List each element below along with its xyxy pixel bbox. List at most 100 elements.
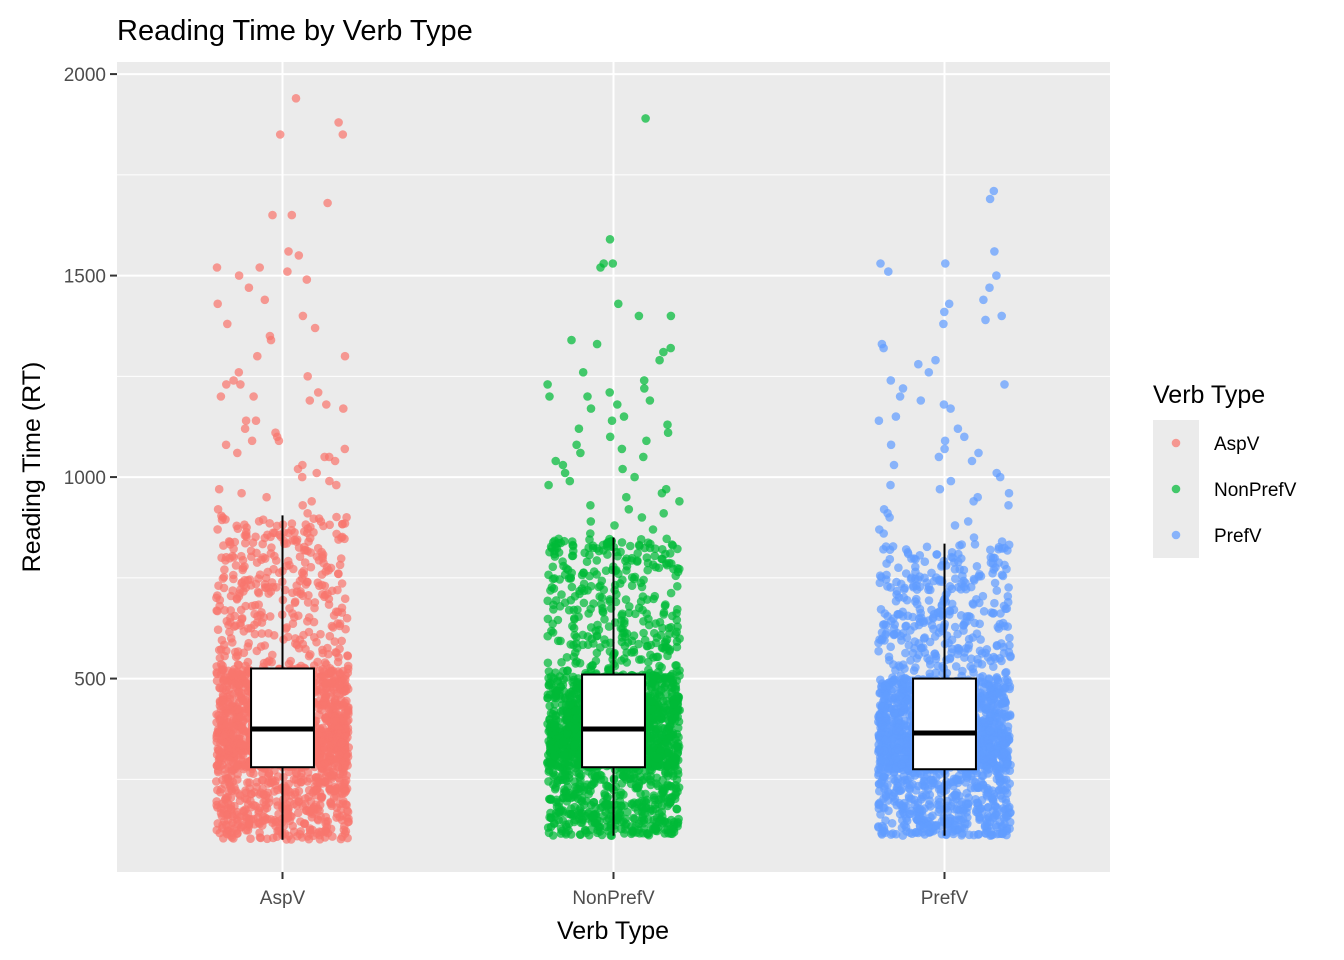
data-point	[659, 509, 668, 518]
data-point	[626, 541, 635, 551]
data-point	[552, 686, 562, 695]
data-point	[317, 794, 326, 803]
data-point	[912, 814, 921, 823]
data-point	[635, 829, 644, 838]
data-point	[614, 299, 623, 309]
data-point	[672, 804, 681, 814]
data-point	[948, 797, 958, 807]
data-point	[627, 648, 636, 657]
data-point	[543, 380, 552, 389]
data-point	[619, 412, 629, 421]
data-point	[640, 635, 650, 645]
data-point	[668, 611, 677, 621]
data-point	[343, 661, 353, 671]
data-point	[584, 789, 593, 799]
data-point	[639, 628, 648, 638]
data-point	[544, 680, 554, 690]
data-point	[915, 821, 925, 830]
data-point	[340, 788, 349, 798]
data-point	[655, 716, 664, 725]
data-point	[550, 819, 559, 828]
data-point	[639, 376, 649, 385]
data-point	[304, 805, 314, 815]
data-point	[322, 730, 332, 739]
data-point	[623, 807, 632, 817]
data-point	[602, 538, 612, 548]
data-point	[554, 534, 563, 544]
data-point	[556, 636, 565, 646]
data-point	[572, 714, 581, 723]
data-point	[274, 568, 284, 577]
data-point	[265, 519, 275, 528]
data-point	[224, 745, 233, 755]
data-point	[289, 775, 299, 784]
data-point	[232, 595, 242, 604]
data-point	[258, 515, 268, 524]
data-point	[659, 347, 668, 357]
data-point	[647, 696, 656, 706]
data-point	[274, 809, 283, 819]
data-point	[950, 790, 959, 800]
data-point	[342, 696, 351, 706]
data-point	[620, 619, 629, 628]
data-point	[877, 821, 887, 831]
data-point	[294, 251, 304, 260]
data-point	[289, 564, 298, 574]
data-point	[306, 522, 315, 532]
data-point	[551, 668, 560, 677]
data-point	[219, 572, 229, 582]
data-point	[229, 697, 238, 707]
data-point	[240, 575, 249, 585]
data-point	[983, 803, 993, 812]
data-point	[1002, 812, 1011, 822]
data-point	[656, 685, 666, 695]
data-point	[545, 392, 554, 401]
data-point	[297, 568, 307, 578]
data-point	[907, 794, 916, 804]
data-point	[266, 335, 276, 345]
data-point	[291, 94, 301, 103]
data-point	[881, 828, 890, 837]
data-point	[298, 311, 308, 321]
data-point	[618, 609, 627, 619]
data-point	[663, 801, 672, 811]
data-point	[303, 372, 313, 381]
data-point	[671, 790, 680, 800]
data-point	[592, 648, 602, 658]
data-point	[309, 514, 319, 523]
data-point	[888, 829, 898, 838]
data-point	[322, 716, 332, 726]
data-point	[300, 558, 310, 567]
data-point	[544, 667, 554, 676]
data-point	[255, 803, 265, 813]
data-point	[983, 811, 993, 821]
data-point	[341, 675, 350, 684]
data-point	[568, 677, 577, 687]
data-point	[343, 651, 352, 660]
data-point	[673, 819, 682, 828]
data-point	[298, 501, 308, 510]
data-point	[260, 815, 270, 825]
data-point	[657, 554, 666, 564]
data-point	[313, 777, 322, 787]
data-point	[262, 834, 272, 844]
data-point	[642, 436, 651, 446]
data-point	[341, 624, 350, 634]
data-point	[323, 198, 332, 208]
data-point	[233, 819, 243, 829]
data-point	[242, 679, 252, 688]
data-point	[295, 829, 305, 839]
data-point	[650, 551, 659, 561]
data-point	[675, 497, 684, 506]
data-point	[923, 785, 933, 794]
data-point	[559, 750, 569, 760]
data-point	[588, 543, 598, 553]
data-point	[246, 581, 256, 590]
data-point	[342, 613, 352, 623]
data-point	[226, 606, 235, 615]
data-point	[553, 762, 562, 771]
data-point	[932, 820, 941, 830]
data-point	[644, 829, 653, 838]
data-point	[288, 536, 297, 545]
data-point	[221, 770, 230, 779]
